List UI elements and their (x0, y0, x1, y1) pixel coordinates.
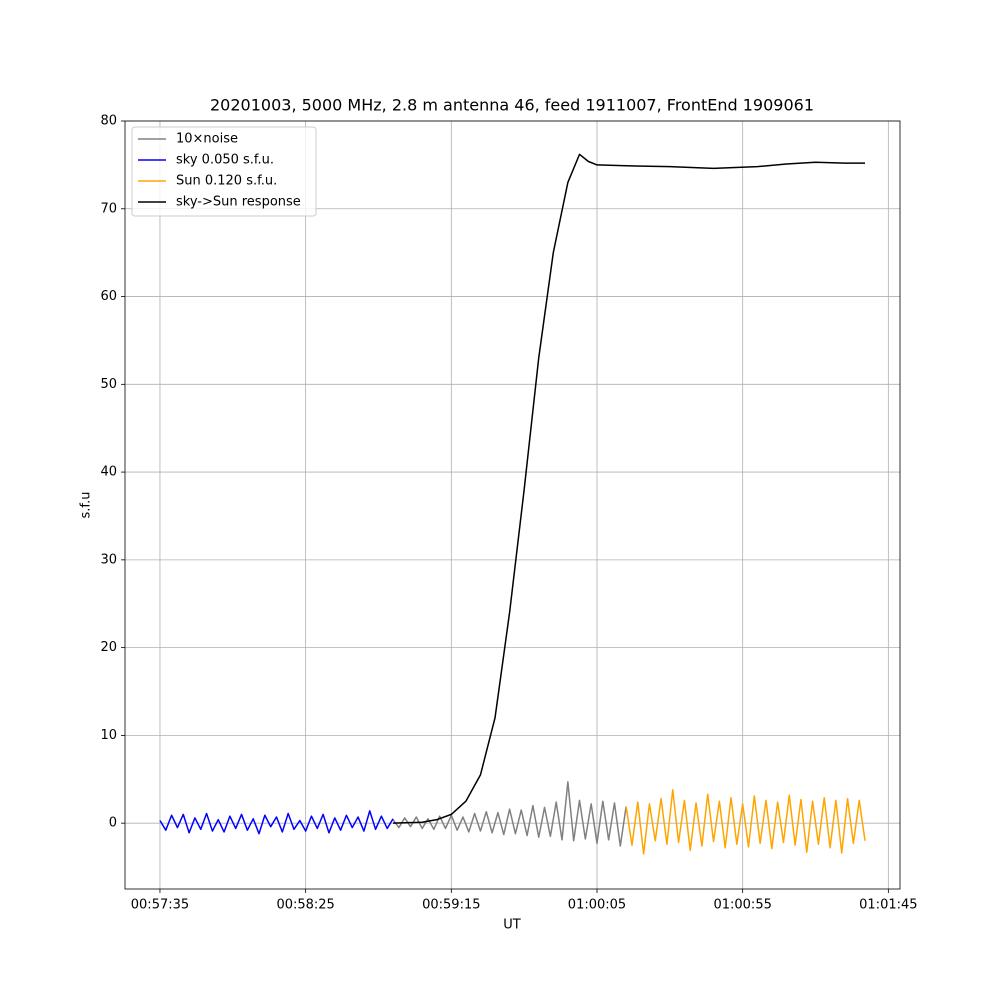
legend-label: Sun 0.120 s.f.u. (176, 174, 277, 189)
y-tick-label: 50 (100, 377, 117, 392)
y-tick-label: 30 (100, 552, 117, 567)
legend-label: 10×noise (176, 132, 238, 147)
y-tick-label: 40 (100, 465, 117, 480)
y-tick-label: 60 (100, 289, 117, 304)
data-line (392, 781, 627, 847)
legend: 10×noise sky 0.050 s.f.u. Sun 0.120 s.f.u.… (131, 126, 317, 217)
y-tick-label: 70 (100, 201, 117, 216)
y-axis-label: s.f.u (79, 492, 94, 519)
y-tick-label: 10 (100, 728, 117, 743)
x-tick-label: 01:00:55 (713, 898, 771, 913)
data-line (159, 810, 394, 835)
plot-frame (124, 120, 901, 890)
data-line (625, 789, 866, 855)
x-tick-label: 00:59:15 (422, 898, 480, 913)
y-tick-label: 80 (100, 114, 117, 129)
chart-title: 20201003, 5000 MHz, 2.8 m antenna 46, fe… (210, 96, 814, 115)
grid (125, 120, 900, 889)
x-tick-label: 01:01:45 (859, 898, 917, 913)
data-line (393, 153, 866, 824)
x-tick-label: 01:00:05 (568, 898, 626, 913)
x-tick-label: 00:58:25 (276, 898, 334, 913)
legend-box (131, 126, 317, 217)
legend-label: sky 0.050 s.f.u. (176, 153, 274, 168)
x-axis-label: UT (503, 918, 521, 933)
y-tick-label: 0 (109, 816, 117, 831)
y-tick-label: 20 (100, 640, 117, 655)
legend-label: sky->Sun response (176, 195, 301, 210)
x-tick-label: 00:57:35 (131, 898, 189, 913)
